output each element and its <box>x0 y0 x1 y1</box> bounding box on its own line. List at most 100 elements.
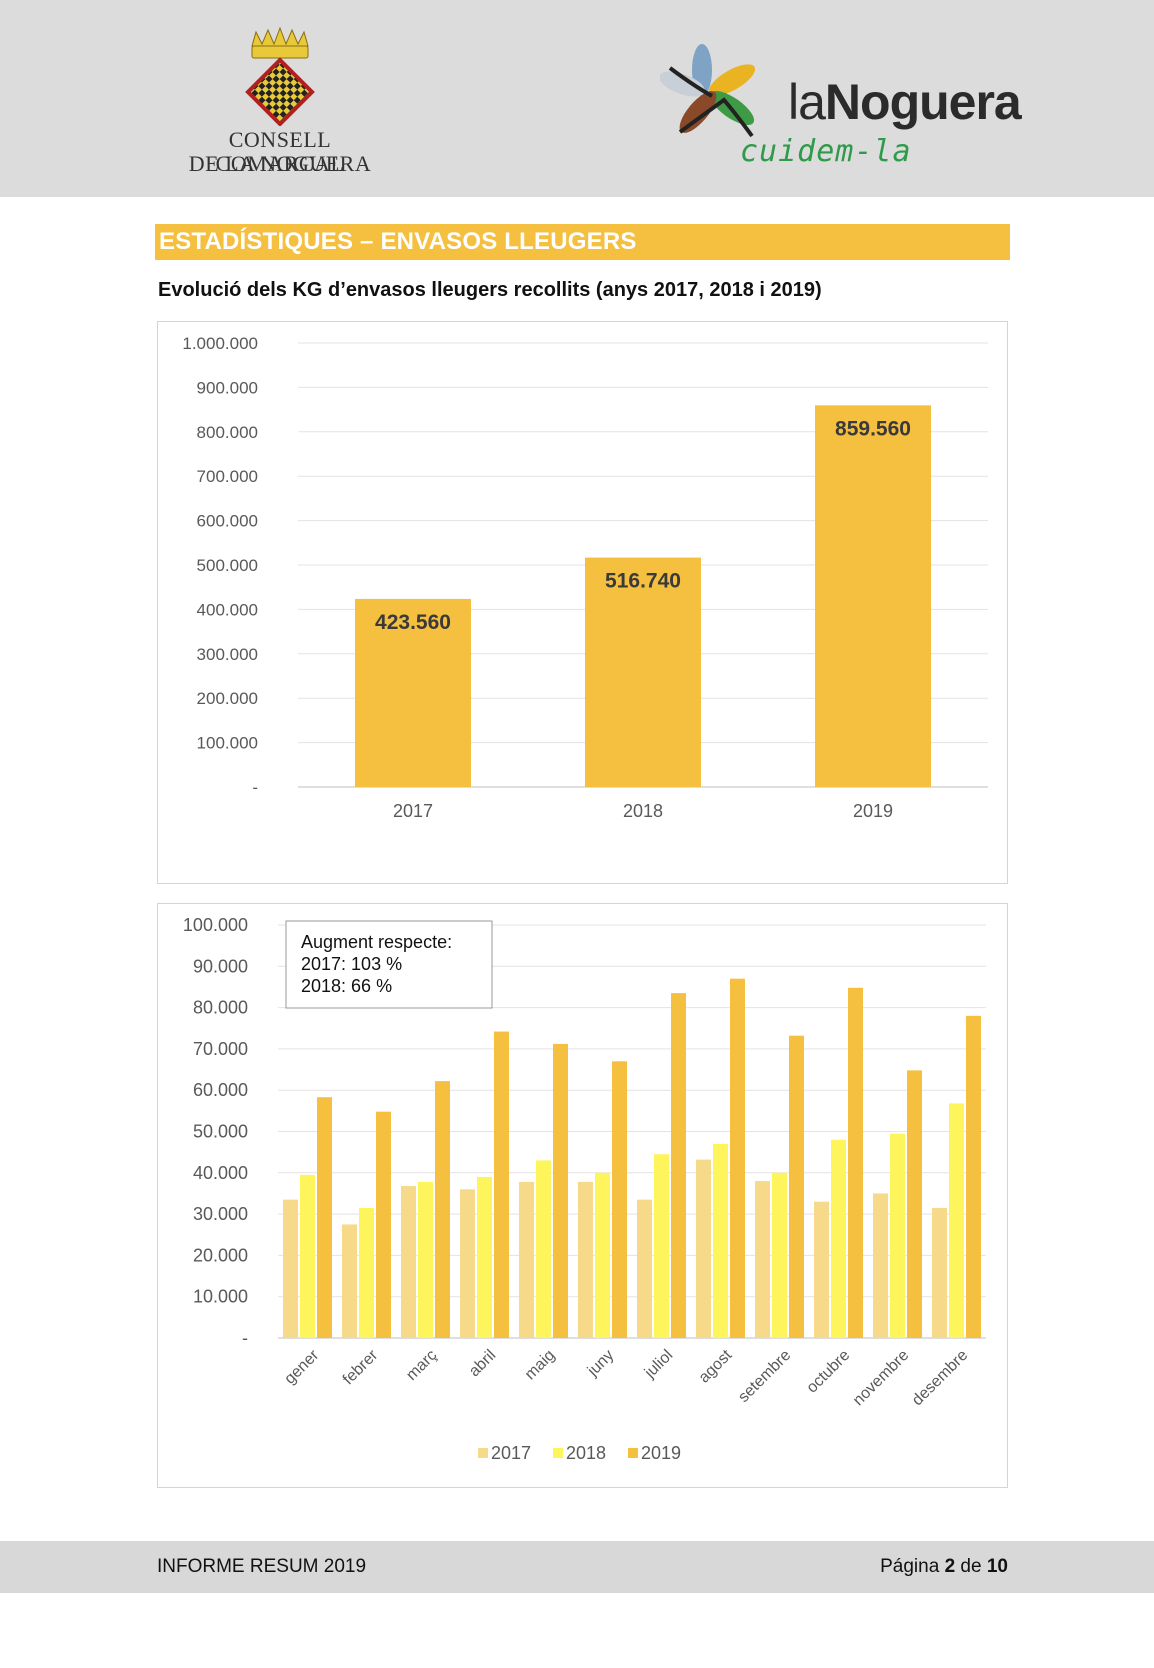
bar-value-label: 516.740 <box>605 570 681 593</box>
bar-2018 <box>477 1176 492 1338</box>
chart-heading: Evolució dels KG d’envasos lleugers reco… <box>158 279 822 301</box>
bar-2018 <box>713 1143 728 1338</box>
bar-2018 <box>949 1103 964 1338</box>
y-tick-label: 10.000 <box>193 1287 248 1307</box>
y-tick-label: 400.000 <box>197 600 258 619</box>
legend-label-2018: 2018 <box>566 1443 606 1463</box>
brand-name: laNoguera <box>788 74 1022 130</box>
bar-2017 <box>460 1189 475 1338</box>
legend-swatch-2017 <box>478 1448 488 1458</box>
x-tick-label: maig <box>522 1347 559 1384</box>
x-tick-label: agost <box>696 1346 736 1386</box>
bar-2019 <box>730 978 745 1338</box>
x-tick-label: juliol <box>641 1347 676 1382</box>
y-tick-label: 200.000 <box>197 689 258 708</box>
bar-2017 <box>283 1199 298 1338</box>
monthly-kg-chart-svg: - 10.000 20.000 30.000 40.000 50.000 60.000 70.… <box>183 915 986 1463</box>
bar-2018 <box>418 1181 433 1338</box>
y-tick-label: 90.000 <box>193 956 248 976</box>
bar-2019 <box>612 1061 627 1338</box>
consell-line-1: CONSELL COMARCAL <box>215 127 345 176</box>
bar-2018 <box>831 1139 846 1338</box>
bar <box>355 598 471 787</box>
y-tick-label: 20.000 <box>193 1245 248 1265</box>
legend-label-2017: 2017 <box>491 1443 531 1463</box>
total-pages: 10 <box>986 1556 1008 1577</box>
bar-2019 <box>494 1031 509 1338</box>
y-tick-label: 600.000 <box>197 512 258 531</box>
bar-2017 <box>637 1199 652 1338</box>
bar-2018 <box>595 1172 610 1338</box>
page-label: Página <box>880 1556 945 1577</box>
y-tick-label: - <box>252 778 258 797</box>
y-tick-label: 80.000 <box>193 998 248 1018</box>
section-title: ESTADÍSTIQUES – ENVASOS LLEUGERS <box>159 228 637 255</box>
flower-icon <box>660 44 756 138</box>
bar-2017 <box>401 1186 416 1338</box>
x-tick-label: 2019 <box>853 801 893 821</box>
bar-2018 <box>654 1154 669 1338</box>
y-tick-label: 900.000 <box>197 378 258 397</box>
x-tick-label: febrer <box>340 1346 382 1388</box>
y-tick-label: 30.000 <box>193 1204 248 1224</box>
y-tick-label: - <box>242 1328 248 1348</box>
bar-2019 <box>966 1015 981 1338</box>
y-tick-label: 800.000 <box>197 423 258 442</box>
x-tick-label: octubre <box>804 1347 854 1397</box>
la-noguera-logo: laNoguera cuidem-la <box>660 40 1022 170</box>
annual-kg-chart: - 100.000 200.000 300.000 400.000 500.000 600.… <box>157 321 1008 884</box>
y-tick-label: 300.000 <box>197 645 258 664</box>
bar-2018 <box>890 1133 905 1338</box>
bar-2018 <box>359 1207 374 1338</box>
page-number: Página 2 de 10 <box>880 1556 1008 1578</box>
y-tick-label: 500.000 <box>197 556 258 575</box>
bar-2018 <box>300 1174 315 1338</box>
y-tick-label: 60.000 <box>193 1080 248 1100</box>
bar-value-label: 859.560 <box>835 417 911 440</box>
x-tick-label: abril <box>466 1347 499 1380</box>
bar-2019 <box>848 987 863 1338</box>
annotation-box <box>285 920 493 1009</box>
bar-2019 <box>317 1097 332 1338</box>
x-tick-label: novembre <box>850 1347 912 1409</box>
monthly-kg-chart: - 10.000 20.000 30.000 40.000 50.000 60.000 70.… <box>157 903 1008 1488</box>
x-tick-label: gener <box>281 1346 322 1387</box>
annotation-line: Augment respecte: <box>301 932 452 952</box>
consell-line-2: DE LA NOGUERA <box>188 151 372 176</box>
bar-2018 <box>536 1160 551 1338</box>
x-tick-label: desembre <box>909 1347 971 1409</box>
bar-2019 <box>553 1043 568 1338</box>
coat-of-arms-icon <box>245 26 315 127</box>
page-footer: INFORME RESUM 2019 Página 2 de 10 <box>0 1541 1154 1593</box>
page-of: de <box>955 1556 987 1577</box>
bar-2019 <box>671 993 686 1338</box>
bar-value-label: 423.560 <box>375 611 451 634</box>
x-tick-label: setembre <box>735 1347 794 1406</box>
bar-2017 <box>932 1207 947 1338</box>
annotation-line: 2018: 66 % <box>301 976 392 996</box>
section-title-bar: ESTADÍSTIQUES – ENVASOS LLEUGERS <box>155 224 1010 260</box>
x-tick-label: juny <box>584 1347 617 1380</box>
bar <box>815 405 931 787</box>
bar-2017 <box>578 1181 593 1338</box>
brand-tagline: cuidem-la <box>740 134 912 169</box>
consell-comarcal-logo: CONSELL COMARCAL DE LA NOGUERA <box>170 26 390 186</box>
page-header: CONSELL COMARCAL DE LA NOGUERA laNoguera… <box>0 0 1154 197</box>
annotation-line: 2017: 103 % <box>301 954 402 974</box>
bar-2019 <box>907 1070 922 1338</box>
brand-name-bold: Noguera <box>824 74 1022 130</box>
bar-2019 <box>435 1081 450 1338</box>
bar <box>585 557 701 787</box>
x-tick-label: 2017 <box>393 801 433 821</box>
bar-2019 <box>376 1111 391 1338</box>
bar-2017 <box>519 1181 534 1338</box>
y-tick-label: 50.000 <box>193 1122 248 1142</box>
bar-2017 <box>342 1224 357 1338</box>
bar-2017 <box>755 1181 770 1338</box>
legend-label-2019: 2019 <box>641 1443 681 1463</box>
annual-kg-chart-svg: - 100.000 200.000 300.000 400.000 500.000 600.… <box>182 334 988 821</box>
bar-2019 <box>789 1035 804 1338</box>
bar-2017 <box>814 1201 829 1338</box>
x-tick-label: 2018 <box>623 801 663 821</box>
y-tick-label: 40.000 <box>193 1163 248 1183</box>
